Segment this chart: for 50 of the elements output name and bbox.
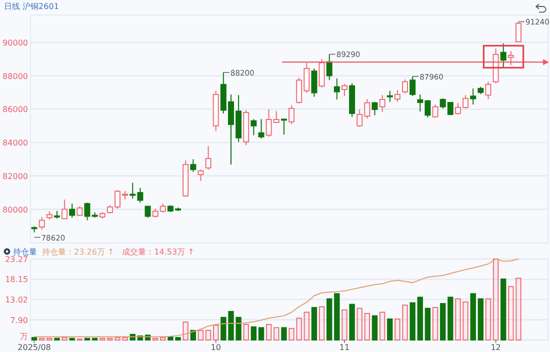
x-tick-label: 2025/08 (18, 343, 51, 352)
candlestick (410, 76, 416, 97)
candlestick (485, 81, 492, 100)
x-tick-label: 10 (210, 343, 221, 352)
chart-title: 日线 沪铜2601 (4, 2, 59, 11)
candlestick (500, 42, 506, 69)
y-tick-label: 88000 (2, 72, 28, 81)
candlestick (508, 50, 514, 66)
candlestick (318, 58, 325, 88)
x-tick-label: 11 (339, 343, 350, 352)
text: 持仓量：23.26万 ↑ (42, 248, 114, 256)
candlestick (432, 104, 438, 118)
line-series (34, 258, 519, 338)
candlestick (62, 199, 68, 220)
candlestick (250, 118, 257, 136)
candlestick (288, 104, 295, 125)
candlestick (190, 158, 196, 172)
candlestick (394, 90, 400, 102)
y-tick-label: 84000 (2, 138, 28, 148)
chart-title: 持仓量 (13, 248, 37, 256)
candlestick (341, 84, 348, 97)
text: 成交量：14.53万 ↑ (122, 248, 194, 256)
y-tick-label: 80000 (2, 205, 28, 214)
candlestick (84, 202, 90, 221)
y-tick-label: 82000 (2, 172, 28, 181)
candlestick (144, 206, 151, 218)
y-tick-label: 万 (20, 332, 28, 341)
y-tick-label: 13.02 (5, 296, 28, 305)
candlestick (372, 101, 378, 116)
candlestick (402, 78, 408, 94)
candlestick (76, 206, 83, 216)
candlestick (379, 94, 386, 112)
candlestick (38, 216, 45, 230)
y-tick-label: 7.90 (10, 316, 28, 325)
candlestick (515, 21, 522, 42)
x-tick-label: 12 (490, 343, 501, 352)
candlestick (69, 203, 76, 218)
y-tick-label: 86000 (2, 105, 28, 114)
candlestick (386, 90, 393, 102)
y-tick-label: 90000 (2, 38, 28, 48)
candlestick (258, 118, 264, 140)
candlestick (470, 88, 476, 105)
candlestick (334, 78, 340, 100)
y-tick-label: 18.15 (5, 275, 28, 284)
candlestick (326, 54, 332, 81)
y-tick-label: 23.27 (5, 255, 28, 264)
candlestick (198, 169, 204, 182)
candlestick (280, 118, 287, 136)
candlestick (311, 68, 318, 98)
candlestick (205, 146, 212, 170)
